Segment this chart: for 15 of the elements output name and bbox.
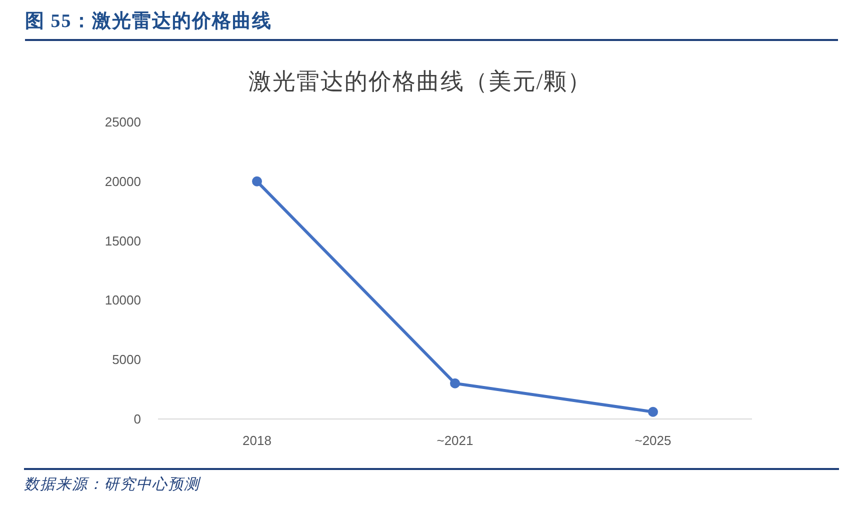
chart-title: 图 55：激光雷达的价格曲线 (25, 8, 838, 41)
x-tick-label: ~2025 (634, 433, 672, 448)
y-tick-label: 15000 (104, 233, 141, 248)
y-tick-label: 10000 (104, 292, 141, 308)
chart-subtitle: 激光雷达的价格曲线（美元/颗） (248, 69, 592, 94)
y-tick-label: 25000 (104, 114, 141, 130)
point (648, 406, 658, 417)
point (450, 378, 460, 388)
y-tick-label: 0 (134, 412, 141, 426)
y-tick-label: 5000 (112, 352, 141, 368)
source-note: 数据来源：研究中心预测 (24, 476, 202, 494)
point (252, 176, 262, 186)
x-tick-label: 2018 (242, 433, 272, 448)
y-tick-label: 20000 (104, 174, 141, 189)
x-tick-label: ~2021 (436, 433, 474, 448)
